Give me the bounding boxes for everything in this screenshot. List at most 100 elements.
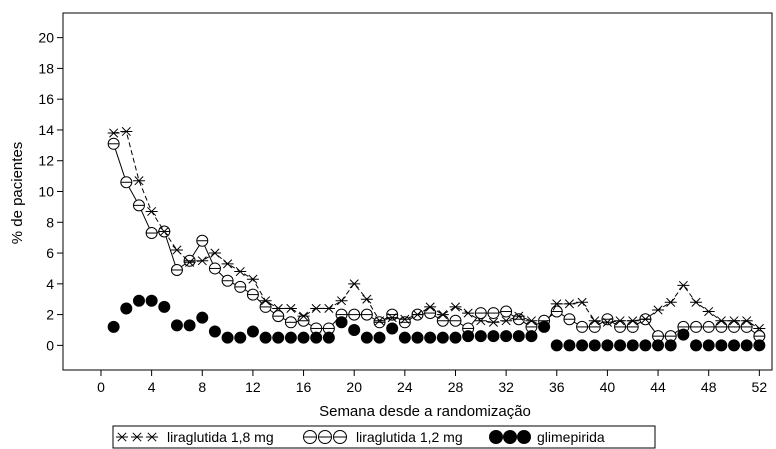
data-point-asterisk bbox=[246, 274, 259, 284]
data-point-filled-circle bbox=[525, 330, 538, 343]
data-point-asterisk bbox=[234, 266, 247, 277]
data-point-filled-circle bbox=[715, 339, 728, 352]
data-point-filled-circle bbox=[512, 330, 525, 343]
data-point-filled-circle bbox=[702, 339, 715, 352]
data-point-asterisk bbox=[487, 317, 500, 327]
data-point-filled-circle bbox=[576, 339, 589, 352]
data-point-filled-circle bbox=[284, 331, 297, 344]
data-point-filled-circle bbox=[489, 430, 503, 444]
data-point-asterisk bbox=[614, 316, 627, 326]
data-point-asterisk bbox=[310, 303, 323, 314]
data-point-asterisk bbox=[360, 294, 373, 304]
data-point-asterisk bbox=[259, 296, 272, 306]
data-point-asterisk bbox=[652, 305, 665, 315]
data-point-asterisk bbox=[639, 314, 652, 324]
data-point-asterisk bbox=[297, 311, 310, 321]
data-point-asterisk bbox=[373, 316, 386, 326]
data-point-asterisk bbox=[196, 256, 209, 266]
data-point-asterisk bbox=[183, 257, 196, 267]
data-point-filled-circle bbox=[234, 331, 247, 344]
data-point-asterisk bbox=[170, 245, 183, 255]
legend-label: liraglutida 1,8 mg bbox=[167, 429, 274, 445]
data-point-asterisk bbox=[550, 299, 563, 309]
data-point-filled-circle bbox=[348, 323, 361, 336]
data-point-filled-circle bbox=[398, 331, 411, 344]
y-tick-label: 18 bbox=[38, 60, 54, 76]
y-tick-label: 12 bbox=[38, 153, 54, 169]
data-point-filled-circle bbox=[563, 339, 576, 352]
data-point-asterisk bbox=[424, 302, 437, 312]
data-point-asterisk bbox=[221, 259, 234, 269]
data-point-filled-circle bbox=[208, 325, 221, 338]
data-point-asterisk bbox=[563, 299, 576, 309]
data-point-filled-circle bbox=[753, 339, 766, 352]
x-axis-title: Semana desde a randomização bbox=[319, 403, 531, 420]
data-point-asterisk bbox=[322, 303, 335, 314]
legend-box bbox=[112, 425, 656, 449]
y-tick-label: 10 bbox=[38, 184, 54, 200]
data-point-filled-circle bbox=[436, 331, 449, 344]
x-tick-label: 52 bbox=[752, 379, 768, 395]
data-point-asterisk bbox=[436, 310, 449, 320]
data-point-asterisk bbox=[348, 279, 361, 289]
legend: liraglutida 1,8 mg liraglutida 1,2 mg glim… bbox=[112, 425, 656, 449]
data-point-asterisk bbox=[728, 316, 741, 326]
data-point-filled-circle bbox=[386, 322, 399, 335]
series-asterisk bbox=[107, 126, 766, 334]
data-point-asterisk bbox=[116, 432, 128, 442]
data-point-filled-circle bbox=[690, 339, 703, 352]
data-point-filled-circle bbox=[728, 339, 741, 352]
data-point-asterisk bbox=[132, 176, 145, 186]
data-point-filled-circle bbox=[740, 339, 753, 352]
x-tick-label: 28 bbox=[448, 379, 464, 395]
x-tick-label: 16 bbox=[296, 379, 312, 395]
data-point-asterisk bbox=[753, 323, 766, 334]
x-tick-label: 8 bbox=[198, 379, 206, 395]
data-point-filled-circle bbox=[550, 339, 563, 352]
data-point-filled-circle bbox=[639, 339, 652, 352]
data-point-filled-circle bbox=[322, 331, 335, 344]
data-point-asterisk bbox=[146, 432, 158, 442]
x-axis-ticks: 0 4 8 12 16 20 24 28 32 36 40 44 48 52 bbox=[97, 370, 767, 395]
data-point-filled-circle bbox=[449, 331, 462, 344]
data-point-asterisk bbox=[664, 297, 677, 307]
data-point-filled-circle bbox=[517, 430, 531, 444]
legend-item: liraglutida 1,8 mg bbox=[116, 429, 274, 445]
y-tick-label: 2 bbox=[46, 307, 54, 323]
data-point-asterisk bbox=[335, 296, 348, 306]
data-point-asterisk bbox=[677, 280, 690, 290]
data-point-asterisk bbox=[702, 306, 715, 317]
data-point-filled-circle bbox=[462, 330, 475, 343]
legend-item: glimepirida bbox=[489, 429, 605, 445]
x-tick-label: 12 bbox=[245, 379, 261, 395]
data-point-filled-circle bbox=[588, 339, 601, 352]
data-point-filled-circle bbox=[259, 331, 272, 344]
y-tick-label: 0 bbox=[46, 337, 54, 353]
data-point-filled-circle bbox=[474, 330, 487, 343]
data-point-filled-circle bbox=[664, 339, 677, 352]
legend-label: liraglutida 1,2 mg bbox=[356, 429, 463, 445]
data-point-filled-circle bbox=[503, 430, 517, 444]
x-tick-label: 32 bbox=[498, 379, 514, 395]
data-point-asterisk bbox=[626, 316, 639, 326]
series-line bbox=[113, 130, 760, 329]
data-point-filled-circle bbox=[297, 331, 310, 344]
data-point-filled-circle bbox=[221, 331, 234, 344]
x-tick-label: 48 bbox=[701, 379, 717, 395]
data-point-filled-circle bbox=[424, 331, 437, 344]
series-line bbox=[113, 143, 760, 337]
data-point-asterisk bbox=[474, 316, 487, 326]
data-point-filled-circle bbox=[538, 320, 551, 333]
data-point-filled-circle bbox=[500, 330, 513, 343]
data-point-filled-circle bbox=[614, 339, 627, 352]
data-point-asterisk bbox=[715, 316, 728, 326]
data-point-asterisk bbox=[272, 303, 285, 314]
data-point-asterisk bbox=[411, 310, 424, 320]
data-point-filled-circle bbox=[487, 330, 500, 343]
data-point-asterisk bbox=[601, 317, 614, 327]
x-tick-label: 4 bbox=[148, 379, 156, 395]
data-point-filled-circle bbox=[145, 294, 158, 307]
data-point-filled-circle bbox=[335, 316, 348, 329]
x-tick-label: 36 bbox=[549, 379, 565, 395]
data-point-asterisk bbox=[120, 126, 133, 137]
